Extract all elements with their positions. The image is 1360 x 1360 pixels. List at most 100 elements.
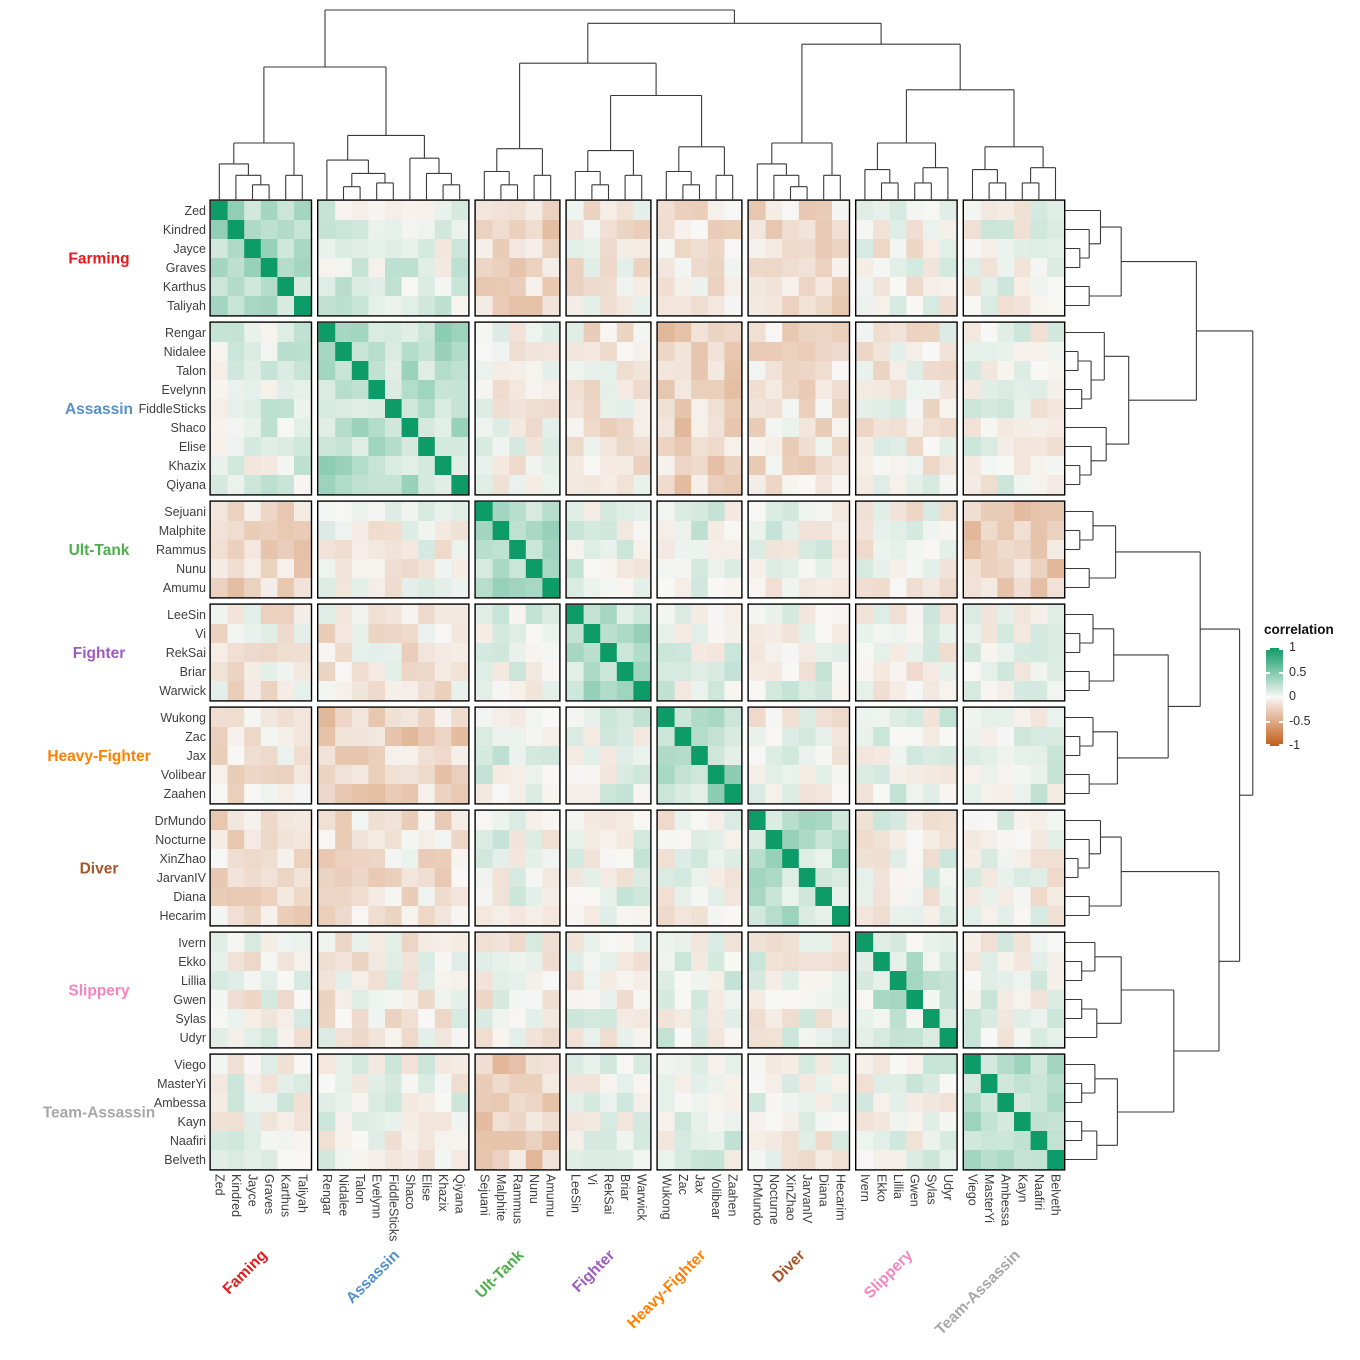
heatmap-cell: [765, 456, 783, 476]
heatmap-cell: [964, 811, 982, 831]
heatmap-cell: [633, 624, 651, 644]
col-label: Rammus: [511, 1174, 525, 1224]
heatmap-cell: [476, 559, 493, 579]
heatmap-cell: [658, 1055, 675, 1075]
heatmap-cell: [616, 540, 634, 560]
heatmap-cell: [674, 643, 692, 663]
heatmap-cell: [749, 521, 766, 541]
row-label: Rammus: [156, 543, 206, 557]
heatmap-cell: [583, 1074, 601, 1094]
heatmap-cell: [318, 475, 336, 495]
heatmap-cell: [856, 643, 874, 663]
heatmap-cell: [525, 811, 543, 831]
heatmap-cell: [856, 323, 874, 343]
heatmap-cell: [401, 418, 419, 438]
heatmap-cell: [798, 868, 816, 888]
heatmap-cell: [707, 475, 725, 495]
heatmap-cell: [633, 990, 651, 1010]
heatmap-cell: [542, 952, 560, 972]
col-label: Zac: [676, 1174, 690, 1195]
heatmap-cell: [385, 456, 402, 476]
heatmap-cell: [658, 887, 675, 907]
heatmap-cell: [600, 418, 618, 438]
heatmap-cell: [451, 662, 469, 682]
heatmap-cell: [385, 811, 402, 831]
heatmap-cell: [939, 201, 957, 221]
heatmap-cell: [724, 971, 742, 991]
heatmap-cell: [567, 849, 584, 869]
heatmap-cell: [509, 868, 527, 888]
heatmap-cell: [567, 1074, 584, 1094]
heatmap-cell: [906, 540, 924, 560]
block-border: [209, 500, 313, 599]
heatmap-cell: [1047, 559, 1065, 579]
heatmap-cell: [335, 1055, 353, 1075]
heatmap-cell: [658, 380, 675, 400]
heatmap-cell: [1030, 540, 1048, 560]
heatmap-cell: [542, 380, 560, 400]
heatmap-cell: [798, 277, 816, 297]
heatmap-cell: [832, 437, 849, 457]
heatmap-cell: [832, 784, 849, 804]
heatmap-cell: [707, 727, 725, 747]
heatmap-cell: [351, 1150, 369, 1170]
heatmap-cell: [815, 502, 833, 522]
block-border: [317, 931, 470, 1049]
heatmap-cell: [707, 380, 725, 400]
heatmap-cell: [798, 681, 816, 701]
heatmap-cell: [351, 559, 369, 579]
heatmap-cell: [691, 765, 709, 785]
block-border: [209, 706, 313, 805]
heatmap-cell: [964, 1150, 982, 1170]
heatmap-cell: [923, 437, 940, 457]
legend-title: correlation: [1264, 622, 1334, 637]
heatmap-cell: [294, 765, 311, 785]
heatmap-cell: [227, 811, 245, 831]
heatmap-cell: [1047, 1131, 1065, 1151]
heatmap-cell: [583, 540, 601, 560]
heatmap-cell: [765, 1131, 783, 1151]
heatmap-cell: [889, 277, 907, 297]
heatmap-cell: [277, 437, 295, 457]
heatmap-cell: [765, 399, 783, 419]
heatmap-cell: [476, 258, 493, 278]
heatmap-cell: [244, 540, 262, 560]
heatmap-cell: [318, 605, 336, 625]
heatmap-cell: [525, 296, 543, 316]
heatmap-cell: [476, 578, 493, 598]
heatmap-cell: [1014, 475, 1031, 495]
heatmap-cell: [798, 437, 816, 457]
heatmap-cell: [567, 220, 584, 240]
heatmap-cell: [980, 681, 998, 701]
heatmap-cell: [724, 1055, 742, 1075]
heatmap-cell: [856, 1074, 874, 1094]
heatmap-cell: [542, 868, 560, 888]
heatmap-cell: [335, 220, 353, 240]
heatmap-cell: [674, 239, 692, 259]
heatmap-cell: [211, 456, 228, 476]
heatmap-cell: [906, 418, 924, 438]
heatmap-cell: [211, 220, 228, 240]
heatmap-cell: [600, 971, 618, 991]
heatmap-cell: [227, 1028, 245, 1048]
heatmap-cell: [765, 323, 783, 343]
col-group-label: Assassin: [343, 1247, 403, 1307]
heatmap-cell: [691, 361, 709, 381]
row-label: Zac: [185, 730, 206, 744]
heatmap-cell: [889, 1055, 907, 1075]
heatmap-cell: [889, 681, 907, 701]
heatmap-cell: [1014, 1009, 1031, 1029]
heatmap-cell: [1014, 437, 1031, 457]
heatmap-cell: [923, 1009, 940, 1029]
heatmap-cell: [939, 323, 957, 343]
heatmap-cell: [509, 1074, 527, 1094]
col-label: FiddleSticks: [386, 1174, 400, 1241]
heatmap-cell: [525, 990, 543, 1010]
heatmap-cell: [434, 746, 452, 766]
heatmap-cell: [492, 990, 510, 1010]
heatmap-cell: [691, 784, 709, 804]
heatmap-cell: [434, 456, 452, 476]
heatmap-cell: [923, 906, 940, 926]
heatmap-cell: [244, 456, 262, 476]
heatmap-cell: [964, 540, 982, 560]
